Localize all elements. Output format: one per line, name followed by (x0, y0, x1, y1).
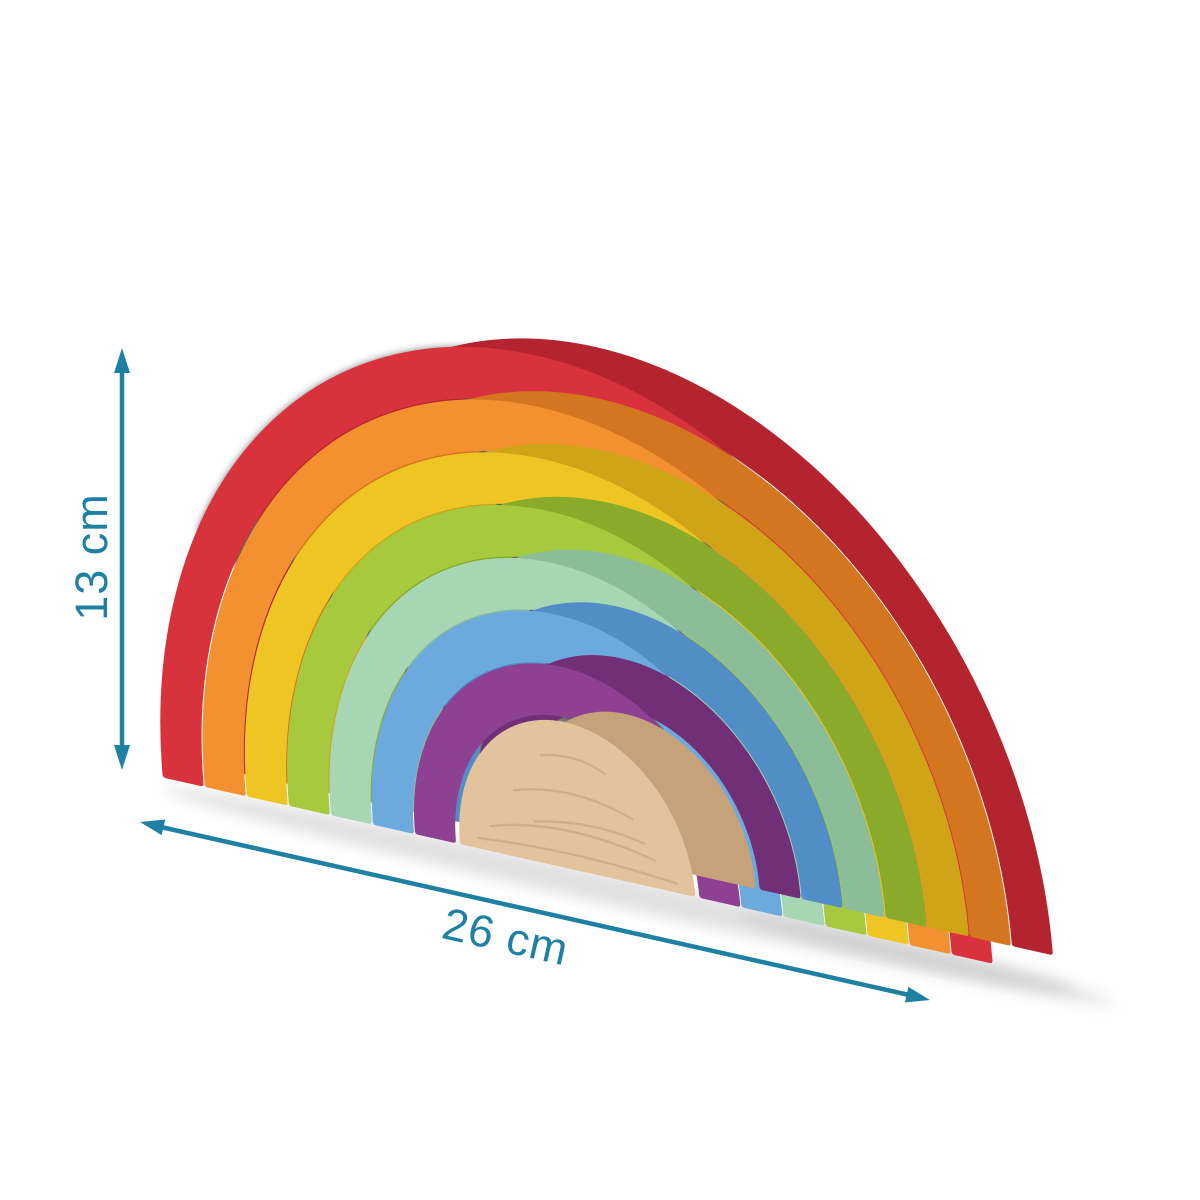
width-arrow-head-left (140, 819, 166, 836)
wood-grain-line (477, 836, 679, 886)
arch-stack (160, 338, 1053, 964)
height-arrow-head-top (114, 348, 130, 373)
wood-grain-line (539, 753, 607, 776)
rainbow-stacker-toy (160, 338, 1115, 1004)
ground-shadow-inner (738, 912, 1080, 993)
height-arrow-head-bottom (114, 745, 130, 770)
wood-grain-line (533, 820, 646, 845)
width-dimension-label: 26 cm (438, 898, 574, 976)
red-arch-front-face (160, 346, 993, 964)
width-arrow-head-right (904, 986, 930, 1003)
wood-grain-line (489, 823, 657, 862)
height-dimension: 13 cm (66, 348, 130, 770)
height-dimension-label: 13 cm (66, 493, 117, 621)
yellow-arch-front-face (244, 452, 909, 945)
wood-grain-line (513, 788, 634, 821)
width-arrow-line (162, 825, 908, 997)
wood-semicircle-front-face (459, 719, 696, 897)
green-arch-front-face (287, 505, 867, 935)
mint-arch-front-face (329, 557, 825, 926)
wood-semicircle (459, 711, 756, 897)
orange-arch-front-face (202, 399, 951, 954)
